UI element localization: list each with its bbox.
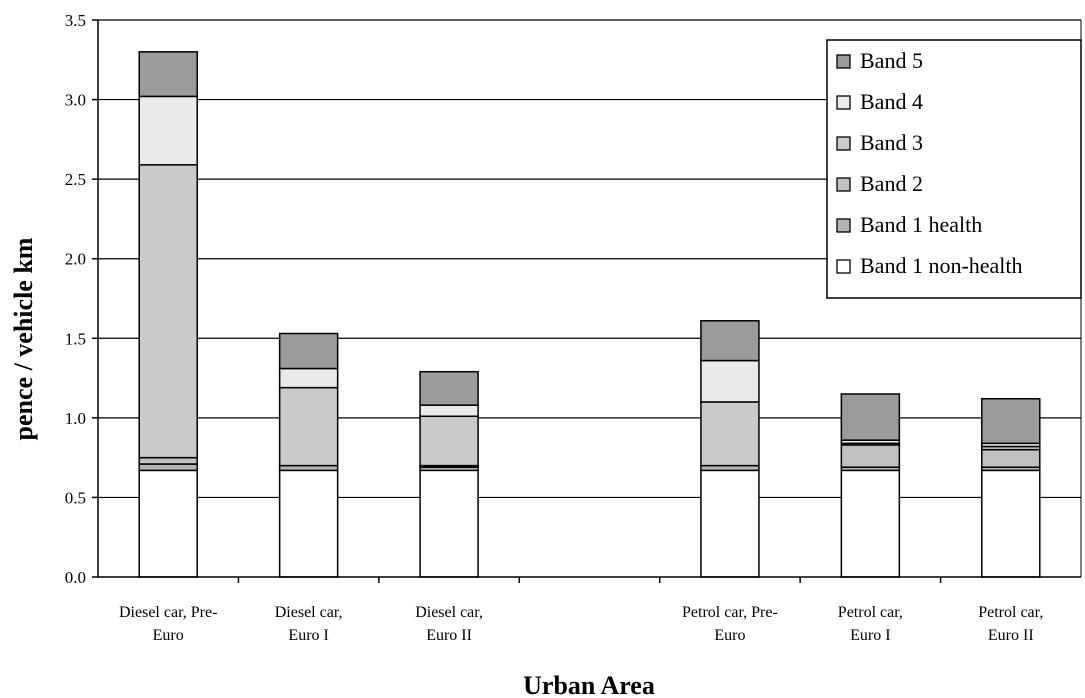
axes [92, 19, 1081, 583]
bar-segment [138, 469, 198, 578]
x-category-label: Euro I [288, 627, 328, 644]
legend-label: Band 3 [860, 130, 923, 155]
x-category-label: Petrol car, Pre- [682, 604, 778, 621]
x-category-label: Euro [153, 627, 184, 644]
x-axis-title: Urban Area [523, 671, 655, 698]
legend-label: Band 1 health [860, 212, 982, 237]
x-category-label: Euro I [850, 627, 890, 644]
bar-segment [138, 51, 198, 98]
legend-swatch [836, 136, 851, 151]
x-category-label: Petrol car, [838, 604, 903, 621]
legend-swatch [836, 259, 851, 274]
bar-segment [700, 469, 760, 578]
legend-swatch [836, 95, 851, 110]
legend-label: Band 5 [860, 48, 923, 73]
x-category-label: Euro II [988, 627, 1034, 644]
bar-segment [419, 404, 479, 418]
bar-segment [138, 95, 198, 166]
bar-segment [419, 370, 479, 406]
x-category-label: Euro [714, 627, 745, 644]
y-tick-label: 0.5 [65, 488, 86, 507]
legend-swatch [836, 177, 851, 192]
bar-segment [700, 359, 760, 403]
bar-segment [278, 469, 339, 578]
y-tick-label: 1.5 [65, 329, 86, 348]
y-tick-label: 2.5 [65, 170, 86, 189]
bar-segment [840, 444, 901, 468]
bar-segment [419, 415, 479, 467]
y-tick-label: 1.0 [65, 409, 86, 428]
y-axis-title: pence / vehicle km [9, 237, 38, 440]
legend-label: Band 1 non-health [860, 253, 1023, 278]
legend-swatch [836, 54, 851, 69]
bar-segment [138, 164, 198, 459]
legend: Band 5 Band 4 Band 3 Band 2 Band 1 health Ban… [826, 39, 1082, 299]
bar-segment [981, 398, 1041, 445]
bar-segment [700, 401, 760, 467]
bar-segment [840, 393, 901, 441]
bar-segment [138, 456, 198, 465]
bar-segment [278, 367, 339, 389]
y-tick-label: 3.0 [65, 91, 86, 110]
bar-segment [419, 469, 479, 578]
x-category-label: Euro II [426, 627, 472, 644]
x-category-label: Petrol car, [978, 604, 1043, 621]
x-category-label: Diesel car, Pre- [119, 604, 217, 621]
x-category-labels: Diesel car, Pre- Euro Diesel car, Euro I Die… [119, 604, 1043, 644]
bar-segment [700, 320, 760, 362]
y-tick-label: 3.5 [65, 11, 86, 30]
x-category-label: Diesel car, [415, 604, 483, 621]
bar-segment [278, 332, 339, 370]
legend-label: Band 2 [860, 171, 923, 196]
bar-segment [278, 386, 339, 467]
legend-box [826, 39, 1082, 299]
legend-label: Band 4 [860, 89, 923, 114]
y-tick-label: 0.0 [65, 568, 86, 587]
bar-segment [981, 448, 1041, 468]
y-tick-label: 2.0 [65, 250, 86, 269]
bar-segment [138, 463, 198, 472]
bars [138, 51, 1041, 578]
bar-segment [981, 469, 1041, 578]
legend-swatch [836, 218, 851, 233]
y-tick-labels: 0.0 0.5 1.0 1.5 2.0 2.5 3.0 3.5 [65, 11, 86, 587]
bar-segment [840, 469, 901, 578]
x-category-label: Diesel car, [275, 604, 343, 621]
